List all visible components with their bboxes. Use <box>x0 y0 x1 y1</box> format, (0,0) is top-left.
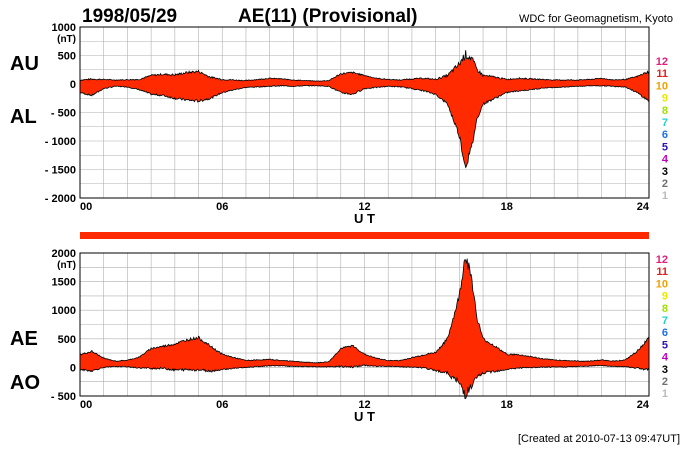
y-tick-label: - 500 <box>51 108 76 120</box>
ao-trace <box>79 364 650 400</box>
al-label: AL <box>10 106 37 128</box>
station-count-6: 6 <box>662 327 668 339</box>
station-count-10: 10 <box>656 80 668 92</box>
y-tick-label: 1000 <box>52 22 76 34</box>
plot-frame <box>79 26 650 199</box>
station-count-2: 2 <box>662 376 668 388</box>
station-count-7: 7 <box>662 117 668 129</box>
grid-lines <box>79 252 650 397</box>
y-unit-label: (nT) <box>57 260 76 271</box>
y-tick-label: - 1000 <box>45 136 76 148</box>
grid-lines <box>79 26 650 199</box>
y-tick-label: 1500 <box>52 277 76 289</box>
y-tick-label: 500 <box>58 51 76 63</box>
x-tick-label: 12 <box>358 399 370 411</box>
au-al-panel: 1000 500 0 - 500 - 1000 - 1500 - 2000 (nT) 00 06 1… <box>10 22 650 226</box>
y-unit-label: (nT) <box>57 34 76 45</box>
y-tick-label: 0 <box>70 79 76 91</box>
station-count-5: 5 <box>662 141 668 153</box>
x-tick-label: 18 <box>501 399 513 411</box>
y-tick-label: 500 <box>58 334 76 346</box>
station-count-1: 1 <box>662 388 668 400</box>
station-count-3: 3 <box>662 364 668 376</box>
ae-label: AE <box>10 328 38 350</box>
x-tick-label: 24 <box>637 201 650 213</box>
station-count-9: 9 <box>662 291 668 303</box>
ae-trace <box>79 258 650 364</box>
station-count-10: 10 <box>656 278 668 290</box>
y-tick-label: 0 <box>70 362 76 374</box>
station-count-8: 8 <box>662 303 668 315</box>
station-count-5: 5 <box>662 339 668 351</box>
y-tick-label: - 1500 <box>45 165 76 177</box>
x-tick-label: 00 <box>80 201 92 213</box>
ao-label: AO <box>10 372 40 394</box>
y-tick-label: 1000 <box>52 305 76 317</box>
station-count-7: 7 <box>662 315 668 327</box>
ae-ao-panel: 2000 1500 1000 500 0 - 500 (nT) 00 06 12 18 24 U T AE… <box>10 248 650 424</box>
x-tick-label: 18 <box>501 201 513 213</box>
x-tick-label: 12 <box>358 201 370 213</box>
plot-date: 1998/05/29 <box>82 6 177 27</box>
data-coverage-bar <box>80 232 649 239</box>
y-tick-label: - 2000 <box>45 193 76 205</box>
station-count-9: 9 <box>662 93 668 105</box>
created-timestamp: [Created at 2010-07-13 09:47UT] <box>518 433 680 445</box>
x-axis-label: U T <box>354 409 375 424</box>
au-trace <box>79 50 650 82</box>
ae-ao-filled-area <box>80 258 649 399</box>
station-count-6: 6 <box>662 129 668 141</box>
station-count-2: 2 <box>662 178 668 190</box>
plot-frame <box>79 252 650 397</box>
x-tick-label: 06 <box>216 399 228 411</box>
y-tick-label: 2000 <box>52 248 76 260</box>
station-count-4: 4 <box>662 154 669 166</box>
station-count-11: 11 <box>656 266 668 278</box>
y-tick-label: - 500 <box>51 391 76 403</box>
al-trace <box>79 84 650 169</box>
x-tick-label: 00 <box>80 399 92 411</box>
x-tick-label: 24 <box>637 399 650 411</box>
station-count-8: 8 <box>662 105 668 117</box>
x-tick-label: 06 <box>216 201 228 213</box>
data-source: WDC for Geomagnetism, Kyoto <box>519 13 673 25</box>
plot-title: AE(11) (Provisional) <box>238 6 418 27</box>
station-count-12: 12 <box>656 56 668 68</box>
x-axis-label: U T <box>354 211 375 226</box>
station-count-12: 12 <box>656 254 668 266</box>
station-count-1: 1 <box>662 190 668 202</box>
station-count-4: 4 <box>662 352 669 364</box>
au-label: AU <box>10 53 39 75</box>
station-count-11: 11 <box>656 68 668 80</box>
station-count-3: 3 <box>662 166 668 178</box>
